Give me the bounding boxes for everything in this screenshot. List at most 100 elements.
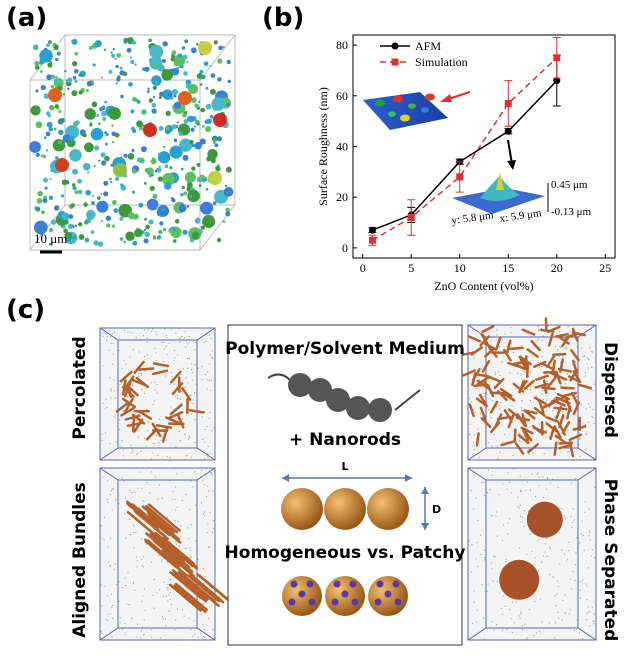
solvent-dot <box>200 475 202 478</box>
particle <box>97 241 104 247</box>
solvent-dot <box>100 584 102 586</box>
particle <box>182 154 189 161</box>
particle <box>104 131 108 135</box>
solvent-dot <box>523 435 525 437</box>
nanorod <box>169 403 183 416</box>
solvent-dot <box>137 487 139 489</box>
inset-surface <box>363 92 448 130</box>
solvent-dot <box>113 568 116 571</box>
nanorod <box>517 433 530 445</box>
solvent-dot <box>195 392 198 394</box>
particle <box>168 227 174 234</box>
solvent-dot <box>512 468 515 470</box>
solvent-dot <box>210 472 212 475</box>
particle <box>64 69 67 73</box>
solvent-dot <box>473 445 475 447</box>
nanorod <box>543 370 558 374</box>
particle <box>190 47 197 54</box>
solvent-dot <box>132 581 134 583</box>
solvent-dot <box>570 482 573 484</box>
solvent-dot <box>584 501 586 503</box>
solvent-dot <box>206 495 208 498</box>
solvent-dot <box>106 595 108 597</box>
solvent-dot <box>502 483 504 485</box>
solvent-dot <box>113 379 115 381</box>
solvent-dot <box>554 415 556 417</box>
particle <box>100 152 106 158</box>
nanorod <box>124 397 134 413</box>
x-tick-label: 10 <box>454 261 466 275</box>
solvent-dot <box>151 330 153 332</box>
solvent-dot <box>136 560 138 562</box>
solvent-dot <box>540 327 542 329</box>
solvent-dot <box>125 363 127 365</box>
solvent-dot <box>520 611 522 613</box>
particle <box>89 123 93 127</box>
solvent-dot <box>208 363 210 365</box>
solvent-dot <box>534 557 536 559</box>
solvent-dot <box>154 381 156 383</box>
solvent-dot <box>176 473 178 475</box>
solvent-dot <box>104 432 107 434</box>
solvent-dot <box>152 594 154 597</box>
solvent-dot <box>188 357 190 360</box>
solvent-dot <box>570 515 572 517</box>
solvent-dot <box>107 501 109 503</box>
monomer <box>368 398 392 422</box>
particle <box>184 39 189 44</box>
solvent-dot <box>540 365 543 368</box>
solvent-dot <box>106 335 109 338</box>
particle <box>37 190 43 197</box>
solvent-dot <box>109 565 111 567</box>
solvent-dot <box>562 599 564 602</box>
monomer <box>288 373 312 397</box>
solvent-dot <box>102 476 104 478</box>
legend-marker <box>391 42 399 50</box>
solvent-dot <box>203 478 205 480</box>
solvent-dot <box>168 342 170 345</box>
nanorod <box>519 355 532 366</box>
structure-label: Phase Separated <box>600 479 620 642</box>
annotation: x: 5.9 μm <box>499 207 543 225</box>
solvent-dot <box>593 422 595 424</box>
solvent-dot <box>483 395 485 397</box>
solvent-dot <box>553 397 555 400</box>
particle <box>180 203 185 208</box>
solvent-dot <box>566 558 569 561</box>
nanorod <box>133 360 145 374</box>
solvent-dot <box>471 401 473 403</box>
nanorod <box>141 505 175 534</box>
particle <box>225 166 232 173</box>
nanorod <box>480 333 490 346</box>
particle <box>60 194 65 198</box>
solvent-dot <box>521 516 523 518</box>
particle <box>134 228 143 238</box>
solvent-dot <box>109 612 112 615</box>
inset-topography <box>452 188 545 214</box>
solvent-dot <box>582 534 584 536</box>
solvent-dot <box>545 367 548 369</box>
solvent-dot <box>197 367 199 369</box>
solvent-dot <box>508 518 511 520</box>
nanorod <box>545 416 560 423</box>
solvent-dot <box>524 623 526 625</box>
solvent-dot <box>593 623 595 625</box>
nanorod <box>554 434 567 445</box>
solvent-dot <box>165 334 168 336</box>
comparison-label: Homogeneous vs. Patchy <box>225 543 466 563</box>
solvent-dot <box>194 418 196 421</box>
particle <box>172 239 177 243</box>
solvent-dot <box>122 409 124 412</box>
chain-tail <box>267 373 291 381</box>
solvent-dot <box>186 527 189 529</box>
particle <box>74 69 79 74</box>
particle <box>83 202 88 207</box>
solvent-dot <box>206 425 208 427</box>
solvent-dot <box>190 556 192 558</box>
particle <box>84 220 89 225</box>
solvent-dot <box>164 328 166 330</box>
solvent-dot <box>194 633 196 635</box>
patch <box>333 580 341 588</box>
solvent-dot <box>491 400 493 402</box>
solvent-dot <box>501 613 503 615</box>
